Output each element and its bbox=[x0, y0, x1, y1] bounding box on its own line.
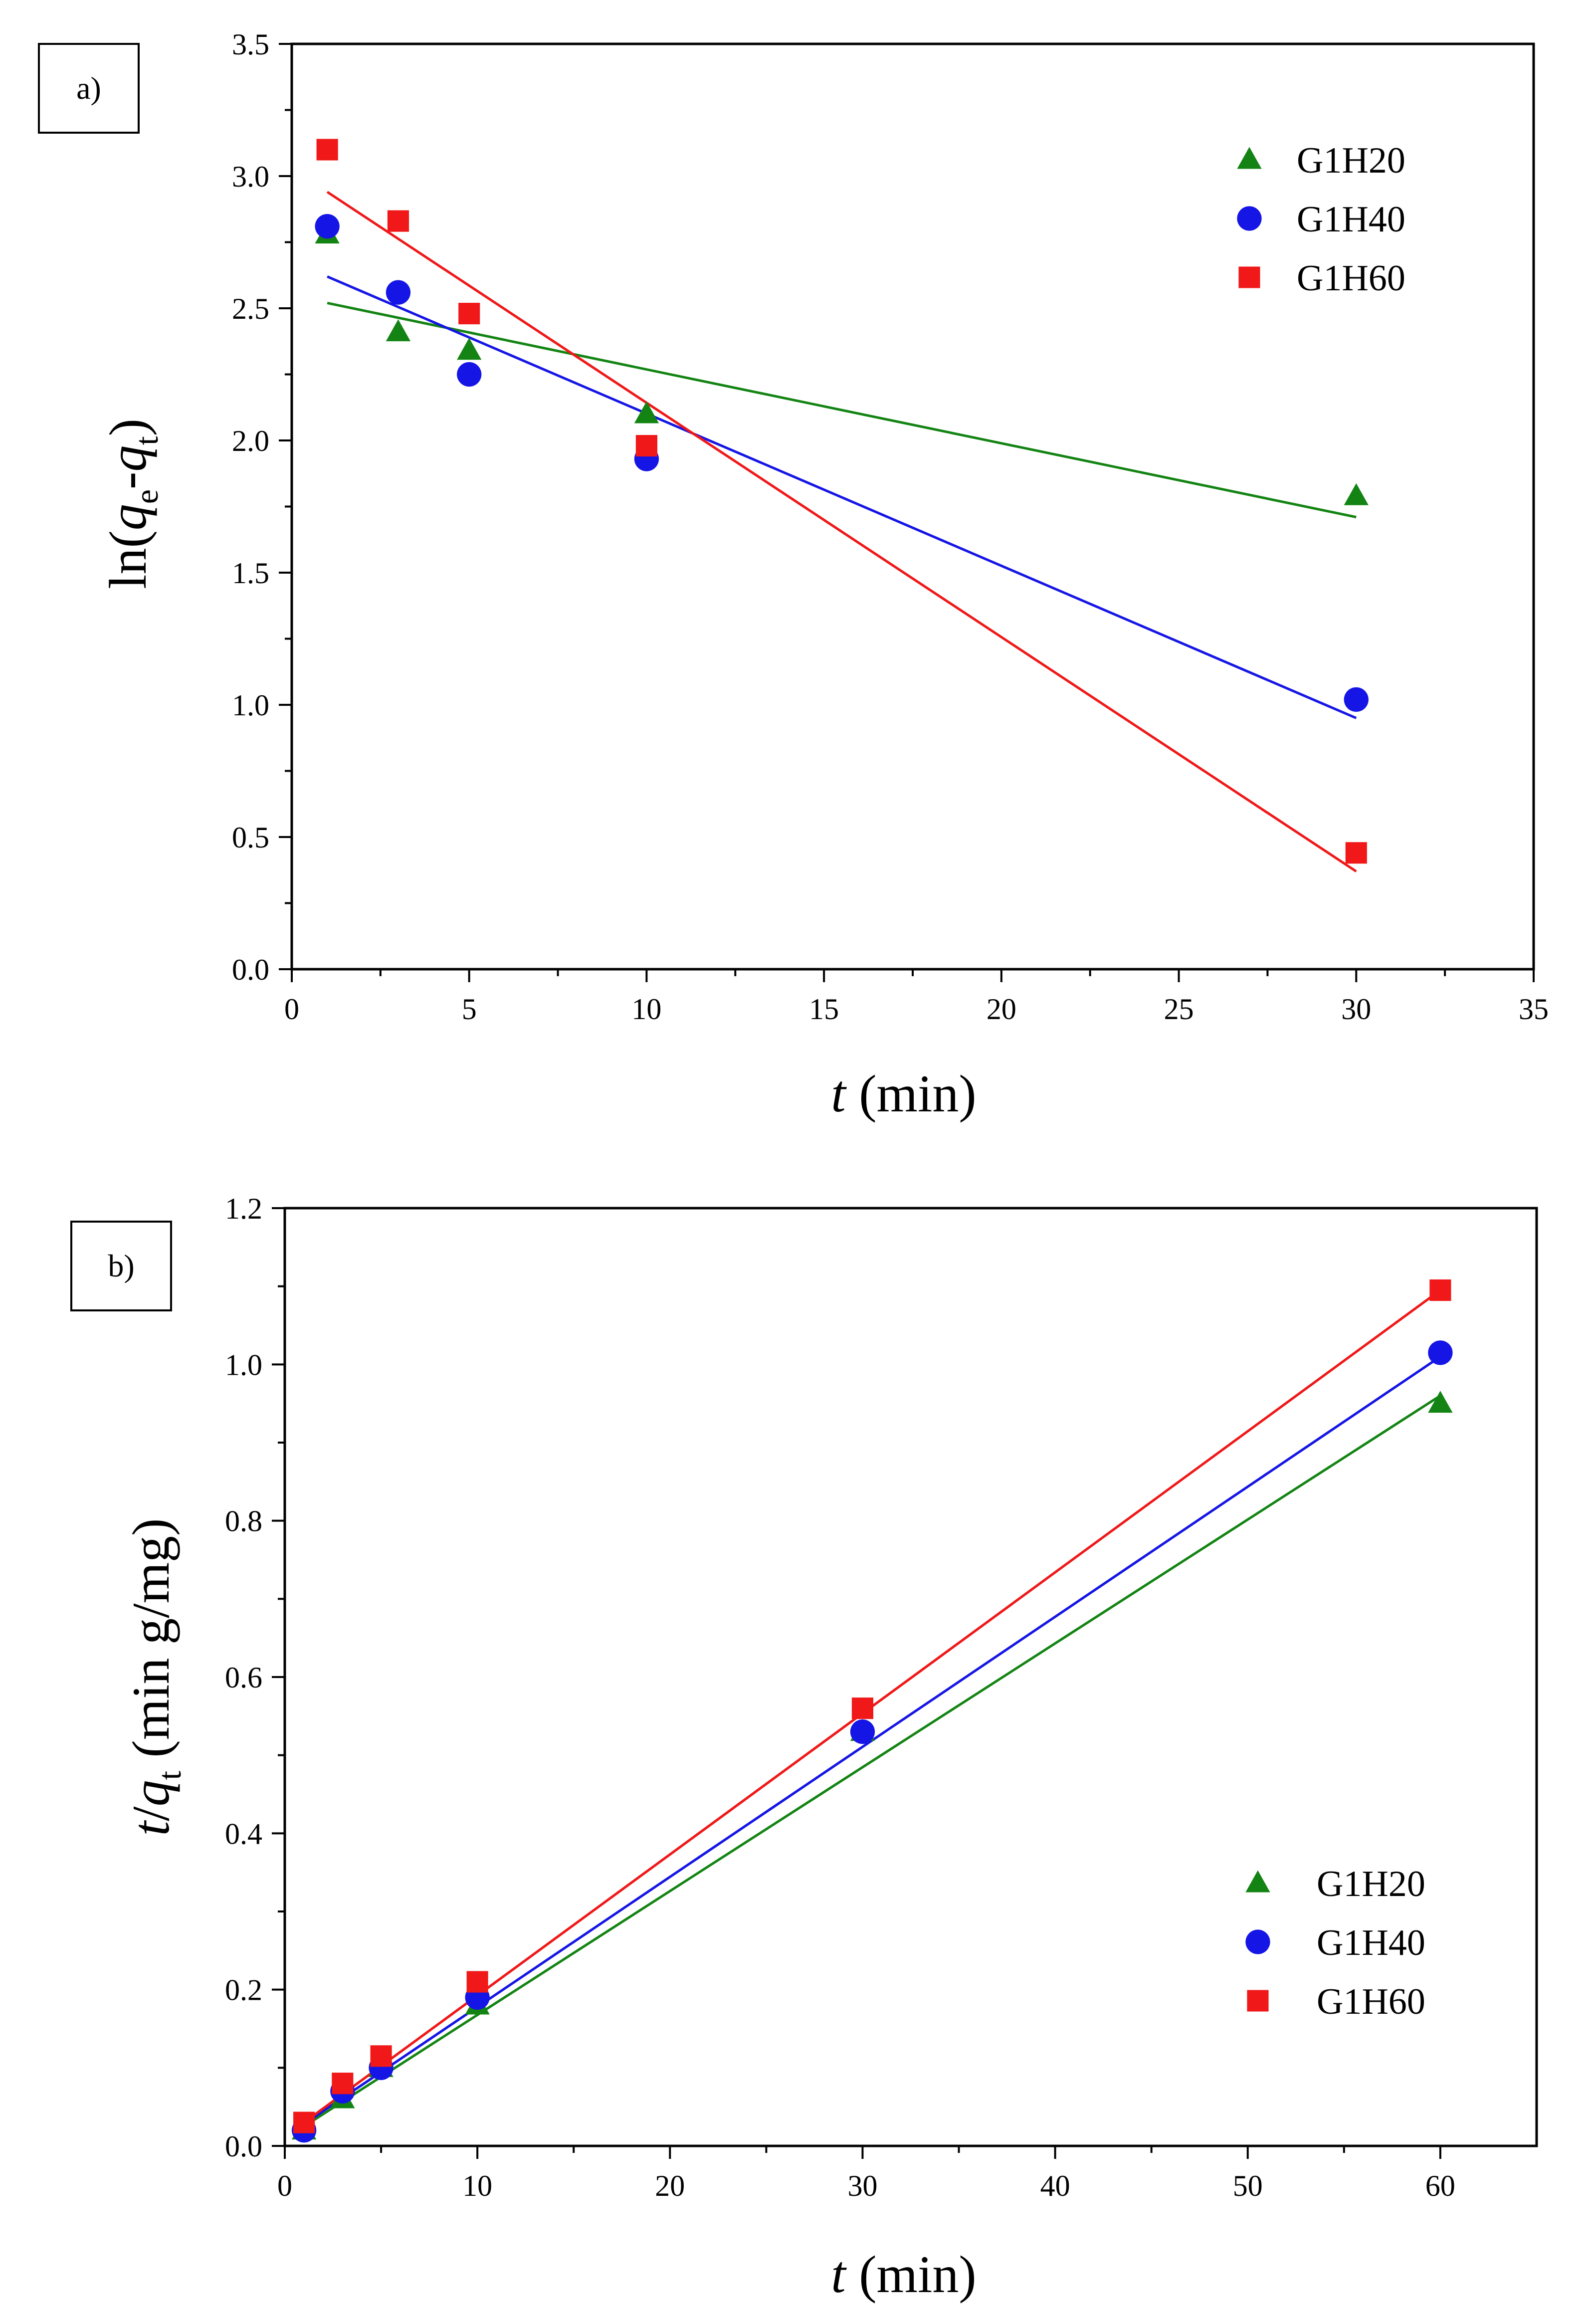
data-point-g1h60 bbox=[851, 1697, 874, 1719]
panel-a-ticks: 0 5 10 15 20 25 30 35 0.0 0.5 1.0 1.5 2.0 2.5 3.0 3.5 bbox=[232, 28, 1549, 1026]
y-tick-label: 2.0 bbox=[232, 424, 269, 457]
legend-label-g1h20: G1H20 bbox=[1297, 140, 1405, 181]
data-point-g1h60 bbox=[332, 2073, 354, 2095]
data-point-g1h60 bbox=[387, 210, 409, 232]
data-point-g1h60 bbox=[458, 303, 480, 325]
y-tick-label: 1.0 bbox=[225, 1348, 262, 1381]
data-point-g1h40 bbox=[850, 1719, 875, 1744]
fit-line-g1h60 bbox=[326, 191, 1357, 872]
panel-a-x-axis-title: t (min) bbox=[831, 1064, 976, 1123]
panel-b-y-axis-title: t/qt (min g/mg) bbox=[122, 1518, 188, 1836]
data-point-g1h20 bbox=[1428, 1391, 1453, 1413]
x-tick-label: 10 bbox=[631, 993, 661, 1026]
legend-label-g1h40: G1H40 bbox=[1317, 1922, 1425, 1963]
data-point-g1h40 bbox=[1344, 687, 1369, 712]
data-point-g1h60 bbox=[316, 139, 338, 161]
legend-marker-g1h20 bbox=[1237, 147, 1262, 169]
legend-marker-g1h60 bbox=[1238, 266, 1260, 288]
x-tick-label: 50 bbox=[1233, 2169, 1263, 2202]
data-point-g1h40 bbox=[1428, 1340, 1453, 1365]
fit-line-g1h20 bbox=[327, 301, 1357, 519]
panel-a-label: a) bbox=[76, 70, 101, 106]
panel-a-markers bbox=[315, 139, 1369, 864]
data-point-g1h40 bbox=[457, 362, 482, 387]
panel-b: b) 0 10 20 30 40 50 60 0.0 0.2 0.4 0.6 0.8 1.0 1.2 G1… bbox=[70, 1192, 1538, 2304]
x-tick-label: 15 bbox=[809, 993, 839, 1026]
data-point-g1h20 bbox=[634, 401, 659, 423]
legend-marker-g1h20 bbox=[1245, 1870, 1270, 1893]
legend-label-g1h20: G1H20 bbox=[1317, 1864, 1425, 1904]
panel-b-markers bbox=[291, 1279, 1453, 2143]
data-point-g1h60 bbox=[370, 2045, 392, 2067]
legend-label-g1h40: G1H40 bbox=[1297, 199, 1405, 240]
legend-marker-g1h60 bbox=[1247, 1990, 1269, 2012]
data-point-g1h60 bbox=[293, 2112, 315, 2133]
y-tick-label: 0.5 bbox=[232, 821, 269, 854]
panel-a-legend: G1H20 G1H40 G1H60 bbox=[1237, 140, 1405, 299]
data-point-g1h20 bbox=[386, 319, 411, 342]
x-tick-label: 10 bbox=[462, 2169, 492, 2202]
panel-a: a) 0 5 10 15 20 25 30 35 0.0 0.5 1.0 1.5 2.0 2.5 3.0 3.… bbox=[38, 28, 1549, 1123]
y-tick-label: 0.2 bbox=[225, 1974, 262, 2007]
panel-b-label-box bbox=[70, 1221, 172, 1311]
y-tick-label: 1.5 bbox=[232, 557, 269, 590]
data-point-g1h20 bbox=[457, 338, 482, 360]
y-tick-label: 3.5 bbox=[232, 28, 269, 61]
panel-b-legend: G1H20 G1H40 G1H60 bbox=[1245, 1864, 1425, 2022]
legend-marker-g1h40 bbox=[1237, 206, 1262, 231]
legend-label-g1h60: G1H60 bbox=[1297, 258, 1405, 299]
data-point-g1h40 bbox=[386, 280, 411, 305]
x-tick-label: 30 bbox=[847, 2169, 877, 2202]
panel-a-frame bbox=[290, 42, 1535, 971]
x-tick-label: 0 bbox=[284, 993, 299, 1026]
panel-b-x-axis-title: t (min) bbox=[831, 2245, 976, 2304]
panel-a-label-box bbox=[38, 43, 140, 134]
y-tick-label: 3.0 bbox=[232, 160, 269, 193]
data-point-g1h60 bbox=[1429, 1279, 1451, 1301]
data-point-g1h60 bbox=[635, 435, 657, 457]
data-point-g1h60 bbox=[1345, 842, 1367, 864]
data-point-g1h20 bbox=[1344, 483, 1369, 505]
y-tick-label: 2.5 bbox=[232, 292, 269, 325]
panel-a-y-axis-title: ln(qe-qt) bbox=[99, 419, 165, 589]
panel-b-ticks: 0 10 20 30 40 50 60 0.0 0.2 0.4 0.6 0.8 1.0 1.2 bbox=[225, 1192, 1455, 2202]
data-point-g1h40 bbox=[315, 214, 340, 239]
y-tick-label: 1.0 bbox=[232, 689, 269, 722]
legend-marker-g1h40 bbox=[1245, 1929, 1270, 1954]
y-tick-label: 0.0 bbox=[232, 953, 269, 986]
y-tick-label: 0.6 bbox=[225, 1661, 262, 1694]
x-tick-label: 30 bbox=[1341, 993, 1371, 1026]
x-tick-label: 20 bbox=[655, 2169, 685, 2202]
x-tick-label: 5 bbox=[462, 993, 477, 1026]
x-tick-label: 40 bbox=[1040, 2169, 1070, 2202]
fit-line-g1h20 bbox=[303, 1394, 1441, 2127]
legend-label-g1h60: G1H60 bbox=[1317, 1981, 1425, 2022]
x-tick-label: 60 bbox=[1425, 2169, 1455, 2202]
y-tick-label: 0.8 bbox=[225, 1505, 262, 1538]
y-tick-label: 0.0 bbox=[225, 2130, 262, 2163]
fit-line-g1h40 bbox=[327, 275, 1357, 719]
panel-b-label: b) bbox=[108, 1248, 134, 1283]
panel-a-fit-lines bbox=[326, 191, 1357, 872]
x-tick-label: 25 bbox=[1164, 993, 1194, 1026]
y-tick-label: 1.2 bbox=[225, 1192, 262, 1225]
x-tick-label: 0 bbox=[277, 2169, 292, 2202]
x-tick-label: 35 bbox=[1519, 993, 1549, 1026]
data-point-g1h60 bbox=[466, 1971, 488, 1993]
y-tick-label: 0.4 bbox=[225, 1817, 262, 1850]
x-tick-label: 20 bbox=[987, 993, 1016, 1026]
